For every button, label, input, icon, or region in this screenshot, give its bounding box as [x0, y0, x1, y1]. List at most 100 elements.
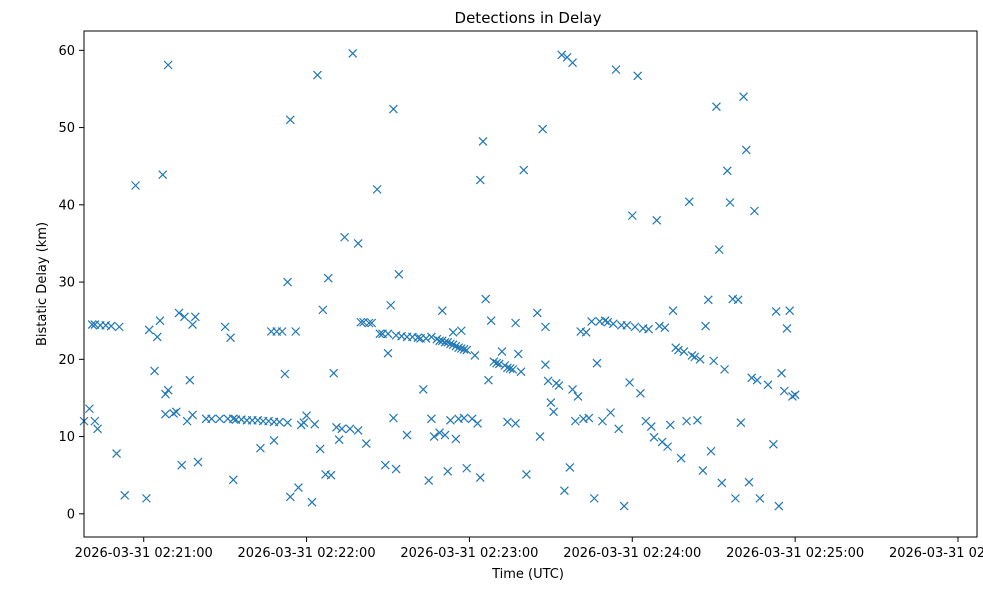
data-point	[771, 306, 781, 316]
data-point	[421, 334, 431, 343]
data-point	[470, 351, 480, 360]
data-point	[367, 318, 377, 328]
data-point	[625, 378, 634, 387]
data-point	[188, 320, 197, 329]
data-point	[744, 477, 754, 487]
data-point	[712, 102, 721, 112]
data-point	[701, 321, 710, 331]
data-point	[386, 300, 396, 310]
data-point	[424, 476, 434, 486]
data-point	[155, 316, 165, 326]
data-point	[171, 407, 181, 417]
data-point	[541, 360, 550, 370]
data-point	[587, 317, 596, 326]
data-point	[228, 475, 238, 485]
data-point	[546, 398, 556, 408]
data-point	[557, 50, 567, 60]
data-point	[302, 411, 311, 421]
data-point	[383, 348, 393, 358]
data-point	[285, 492, 295, 502]
data-point	[437, 336, 447, 346]
data-point	[622, 320, 632, 330]
data-point	[592, 358, 602, 368]
data-point	[627, 211, 637, 221]
data-point	[790, 390, 800, 400]
y-tick-label: 30	[58, 276, 75, 291]
data-point	[693, 415, 702, 425]
data-point	[440, 430, 450, 440]
data-point	[432, 334, 442, 344]
data-point	[494, 359, 504, 369]
y-tick-label: 20	[58, 353, 75, 368]
data-point	[560, 486, 569, 496]
data-point	[513, 349, 523, 359]
data-point	[690, 352, 700, 362]
data-point	[703, 295, 713, 305]
x-tick-label: 2026-03-31 02:23:00	[400, 546, 538, 561]
x-tick-label: 2026-03-31 02:24:00	[563, 546, 701, 561]
data-point	[568, 58, 577, 68]
data-point	[299, 418, 309, 428]
y-tick-label: 50	[58, 121, 75, 136]
data-point	[391, 464, 401, 474]
plot-area-frame	[83, 30, 978, 538]
data-point	[739, 92, 748, 102]
data-point	[356, 317, 366, 327]
data-point	[505, 364, 515, 374]
data-point	[114, 322, 124, 332]
data-point	[337, 424, 347, 434]
data-point	[475, 473, 485, 482]
data-point	[285, 115, 295, 125]
data-point	[207, 414, 216, 424]
data-point	[383, 329, 393, 339]
data-point	[714, 245, 724, 255]
data-point	[315, 444, 325, 454]
data-point	[581, 327, 591, 337]
data-point	[687, 351, 697, 360]
data-point	[532, 308, 542, 318]
data-point	[573, 391, 583, 401]
data-point	[565, 463, 575, 472]
data-point	[608, 319, 618, 329]
data-point	[508, 364, 518, 374]
data-point	[169, 408, 178, 418]
data-point	[549, 407, 558, 417]
data-point	[763, 380, 773, 390]
data-point	[174, 308, 184, 318]
data-point	[353, 425, 363, 435]
data-point	[180, 312, 189, 322]
data-point	[598, 416, 607, 426]
data-point	[427, 332, 436, 342]
data-point	[522, 470, 531, 479]
data-point	[161, 409, 170, 419]
data-point	[497, 347, 507, 357]
data-point	[294, 483, 303, 492]
data-point	[429, 432, 439, 441]
data-point	[310, 419, 320, 429]
data-point	[663, 442, 672, 452]
data-point	[228, 414, 238, 424]
data-point	[489, 357, 499, 367]
data-point	[389, 104, 398, 114]
data-point	[614, 424, 624, 434]
data-point	[158, 170, 168, 180]
data-point	[413, 333, 423, 343]
data-point	[478, 137, 488, 146]
data-point	[277, 327, 287, 336]
data-point	[665, 420, 675, 430]
data-point	[329, 368, 339, 378]
data-point	[190, 312, 200, 322]
data-point	[188, 410, 197, 420]
data-point	[462, 345, 472, 355]
data-point	[568, 385, 577, 394]
data-point	[747, 373, 757, 383]
data-point	[459, 344, 469, 354]
data-point	[733, 295, 743, 305]
data-point	[736, 418, 746, 428]
data-point	[280, 369, 290, 379]
data-point	[163, 385, 173, 395]
data-point	[313, 70, 322, 80]
data-point	[630, 322, 640, 332]
data-point	[215, 414, 225, 424]
data-point	[443, 466, 453, 476]
